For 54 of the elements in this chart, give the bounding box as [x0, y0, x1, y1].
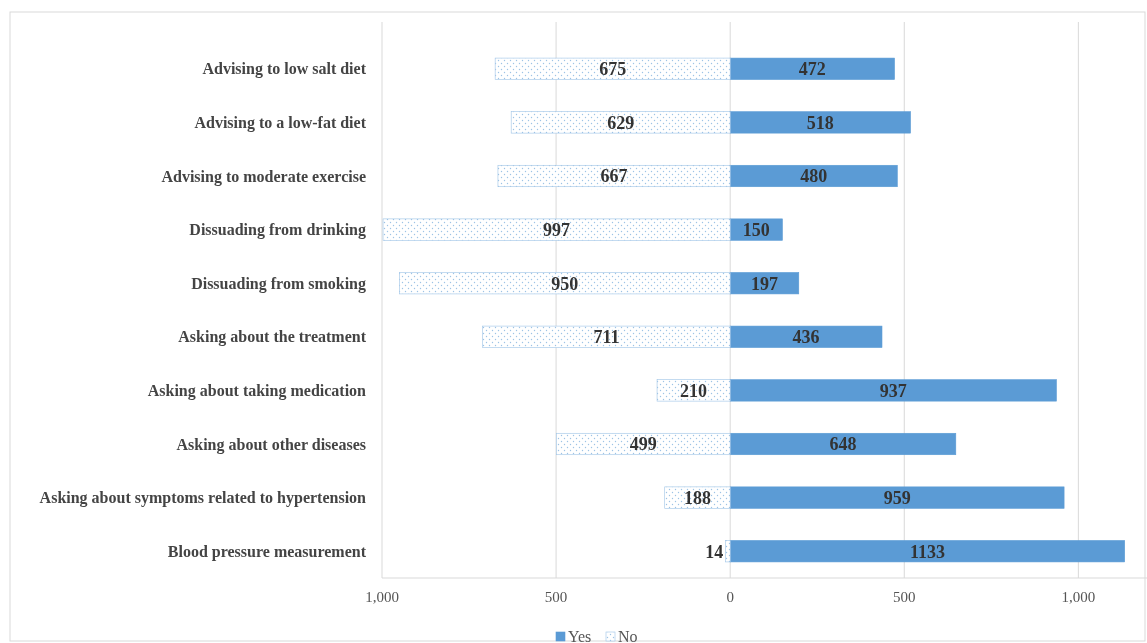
bar — [494, 57, 731, 80]
bar — [382, 218, 731, 241]
y-tick-label: Dissuading from drinking — [189, 221, 366, 240]
y-tick-label: Asking about taking medication — [147, 382, 367, 400]
bar — [729, 111, 911, 134]
x-tick-label: 0 — [726, 589, 734, 605]
bar — [482, 325, 731, 348]
bar — [556, 432, 731, 456]
y-tick-label: Blood pressure measurement — [167, 542, 367, 561]
data-label: 667 — [600, 166, 628, 187]
data-label: 629 — [607, 112, 635, 133]
bar — [729, 57, 895, 80]
x-tick-label: 500 — [544, 589, 568, 605]
data-label: 518 — [806, 112, 834, 133]
y-tick-label: Advising to moderate exercise — [161, 167, 366, 186]
x-tick-label: 1,000 — [365, 589, 399, 605]
bar — [656, 379, 731, 402]
data-label: 472 — [798, 59, 826, 80]
bar — [725, 540, 731, 563]
x-tick-label: 500 — [893, 589, 916, 605]
y-tick-label: Asking about the treatment — [178, 328, 367, 347]
data-label: 648 — [829, 434, 857, 455]
data-label: 14 — [705, 541, 724, 562]
data-label: 950 — [551, 273, 579, 294]
bar — [729, 379, 1057, 402]
y-tick-label: Asking about symptoms related to hypertension — [39, 489, 367, 508]
bar — [729, 164, 898, 188]
y-tick-label: Advising to low salt diet — [202, 60, 367, 79]
data-label: 480 — [800, 166, 828, 187]
data-label: 937 — [879, 380, 907, 401]
y-tick-label: Dissuading from smoking — [191, 274, 366, 293]
bar — [729, 325, 883, 348]
bar — [497, 164, 731, 188]
data-label: 436 — [792, 327, 820, 348]
bar — [729, 540, 1125, 563]
data-label: 1133 — [909, 541, 945, 562]
bar — [510, 111, 731, 134]
data-label: 188 — [683, 487, 711, 508]
x-tick-label: 1,000 — [1061, 589, 1096, 605]
bar — [729, 486, 1065, 509]
data-label: 675 — [599, 59, 627, 80]
y-tick-label: Advising to a low-fat diet — [194, 114, 367, 132]
y-tick-label: Asking about other diseases — [176, 435, 366, 454]
data-label: 711 — [593, 327, 620, 348]
data-label: 997 — [543, 219, 571, 240]
data-label: 499 — [629, 434, 657, 455]
bar — [729, 432, 957, 456]
data-label: 959 — [883, 487, 911, 508]
legend-label: Yes — [568, 628, 592, 643]
data-label: 197 — [750, 273, 778, 294]
legend-label: No — [618, 628, 638, 643]
bar — [399, 272, 731, 295]
data-label: 150 — [742, 219, 770, 240]
data-label: 210 — [680, 380, 708, 401]
